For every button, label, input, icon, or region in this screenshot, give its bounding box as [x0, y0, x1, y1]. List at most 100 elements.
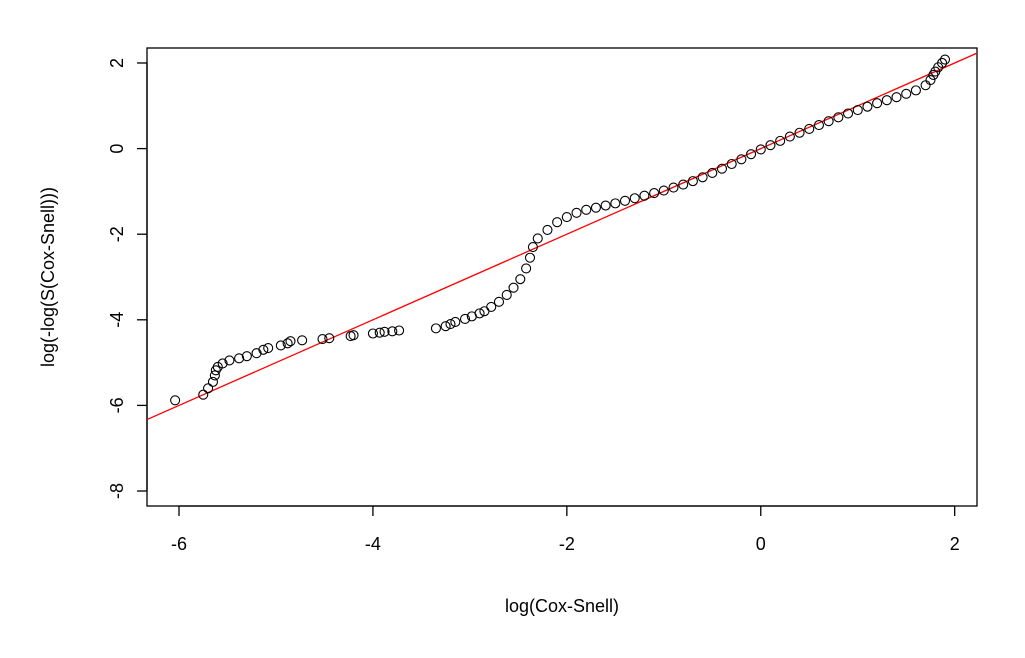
- data-point: [450, 316, 461, 327]
- data-point: [823, 116, 834, 127]
- data-point: [765, 140, 776, 151]
- data-point: [297, 335, 308, 346]
- y-tick-label: 2: [107, 58, 127, 68]
- data-point: [207, 376, 218, 387]
- data-point: [813, 119, 825, 131]
- data-point: [581, 204, 592, 215]
- data-point: [251, 348, 262, 359]
- data-point: [658, 185, 669, 196]
- x-tick-label: 0: [756, 534, 766, 554]
- data-point: [639, 190, 650, 201]
- data-point: [794, 127, 805, 138]
- data-point: [258, 344, 269, 355]
- data-point: [379, 326, 390, 337]
- data-point: [234, 353, 245, 364]
- data-point: [561, 212, 572, 223]
- data-point: [263, 343, 274, 354]
- points-layer: [170, 54, 951, 406]
- x-axis-title: log(Cox-Snell): [505, 596, 619, 616]
- data-point: [515, 274, 526, 285]
- data-point: [285, 336, 296, 347]
- data-point: [486, 301, 497, 313]
- data-point: [891, 92, 902, 103]
- data-point: [833, 112, 844, 123]
- data-point: [217, 358, 228, 369]
- data-point: [474, 308, 485, 319]
- y-tick-label: -8: [107, 483, 127, 499]
- data-point: [939, 54, 951, 65]
- data-point: [275, 340, 286, 351]
- data-point: [367, 328, 378, 339]
- data-point: [707, 167, 718, 179]
- data-point: [527, 241, 538, 253]
- data-point: [678, 179, 689, 190]
- data-point: [571, 207, 582, 218]
- data-point: [629, 193, 640, 204]
- data-point: [241, 351, 252, 362]
- data-point: [687, 176, 698, 187]
- data-point: [937, 57, 948, 69]
- data-point: [348, 330, 359, 341]
- data-point: [317, 334, 328, 345]
- x-tick-label: -6: [171, 534, 187, 554]
- data-point: [493, 296, 505, 307]
- data-point: [198, 389, 209, 400]
- data-point: [755, 144, 766, 155]
- data-point: [697, 172, 708, 183]
- data-point: [532, 233, 543, 244]
- data-point: [736, 154, 747, 165]
- data-point: [552, 217, 563, 228]
- x-tick-label: -2: [559, 534, 575, 554]
- data-point: [170, 395, 181, 406]
- data-point: [925, 75, 936, 86]
- data-point: [610, 198, 621, 209]
- data-point: [508, 282, 519, 293]
- data-point: [746, 149, 757, 160]
- data-point: [600, 200, 611, 211]
- y-axis: -8 -6 -4 -2 0 2: [107, 58, 148, 499]
- data-point: [910, 85, 921, 96]
- x-tick-label: 2: [950, 534, 960, 554]
- data-point: [394, 325, 405, 336]
- data-point: [804, 123, 815, 134]
- data-point: [716, 163, 728, 174]
- data-point: [430, 323, 441, 334]
- data-point: [784, 131, 795, 142]
- data-point: [901, 88, 912, 99]
- data-point: [210, 365, 221, 376]
- data-point: [619, 195, 631, 206]
- data-point: [282, 338, 293, 349]
- y-tick-label: -6: [107, 397, 127, 413]
- x-axis: -6 -4 -2 0 2: [171, 505, 960, 554]
- data-point: [649, 188, 660, 199]
- plot-border: [146, 47, 978, 507]
- reference-line-layer: [147, 52, 977, 421]
- data-point: [920, 80, 931, 91]
- data-point: [872, 98, 883, 109]
- y-tick-label: -4: [107, 312, 127, 328]
- x-tick-label: -4: [365, 534, 381, 554]
- data-point: [324, 333, 335, 344]
- data-point: [842, 108, 854, 119]
- data-point: [668, 182, 679, 193]
- y-tick-label: -2: [107, 226, 127, 242]
- data-point: [374, 327, 385, 338]
- data-point: [775, 135, 786, 146]
- data-point: [521, 263, 532, 274]
- data-point: [387, 326, 398, 337]
- data-point: [542, 224, 553, 235]
- y-axis-title: log(-log(S(Cox-Snell))): [38, 187, 58, 367]
- data-point: [501, 289, 512, 301]
- data-point: [590, 202, 601, 213]
- reference-line: [147, 52, 977, 421]
- data-point: [459, 313, 471, 324]
- data-point: [203, 383, 214, 394]
- y-tick-label: 0: [107, 144, 127, 154]
- data-point: [852, 105, 863, 116]
- data-point: [862, 101, 873, 112]
- data-point: [881, 95, 892, 106]
- data-point: [726, 158, 737, 170]
- data-point: [445, 319, 456, 330]
- data-point: [224, 355, 235, 366]
